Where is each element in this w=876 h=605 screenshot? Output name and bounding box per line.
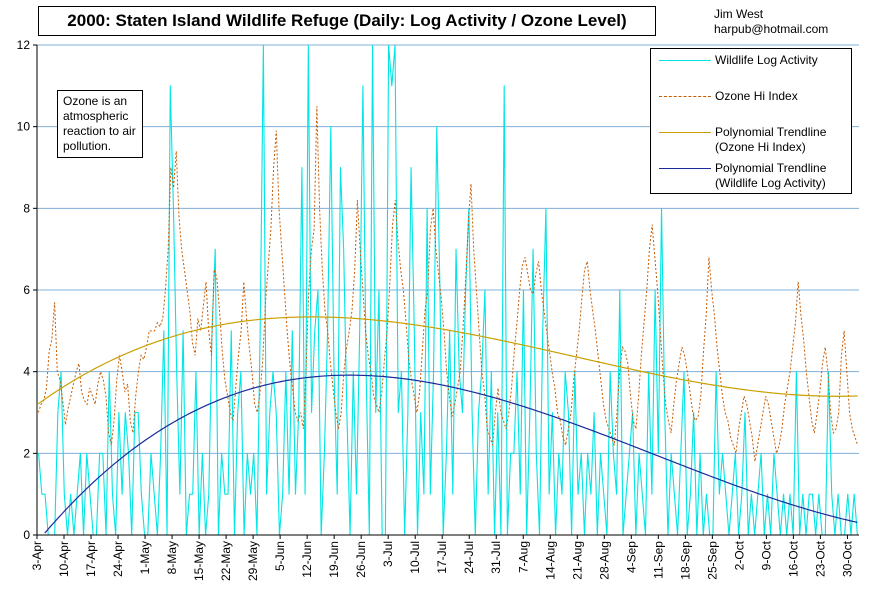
x-tick-label-25-Sep: 25-Sep [705, 541, 719, 580]
x-tick-label-26-Jun: 26-Jun [354, 541, 368, 578]
y-tick-label-10: 10 [17, 120, 31, 134]
legend-label-wildlife-trend: Polynomial Trendline (Wildlife Log Activ… [715, 161, 827, 190]
x-tick-label-14-Aug: 14-Aug [543, 541, 557, 580]
series-line-ozone-hi-index [37, 106, 859, 462]
legend: Wildlife Log Activity Ozone Hi Index Pol… [650, 48, 852, 194]
author-email: harpub@hotmail.com [714, 22, 829, 36]
x-tick-label-9-Oct: 9-Oct [759, 540, 773, 570]
y-tick-label-8: 8 [23, 201, 30, 215]
x-tick-label-29-May: 29-May [246, 541, 260, 581]
y-tick-label-4: 4 [23, 365, 30, 379]
chart-title: 2000: Staten Island Wildlife Refuge (Dai… [38, 6, 656, 36]
x-tick-label-16-Oct: 16-Oct [786, 540, 800, 577]
x-tick-label-2-Oct: 2-Oct [732, 540, 746, 570]
y-tick-label-2: 2 [23, 446, 30, 460]
author-block: Jim West harpub@hotmail.com [714, 7, 828, 37]
x-tick-label-22-May: 22-May [219, 541, 233, 581]
x-tick-label-1-May: 1-May [138, 541, 152, 574]
legend-swatch-wildlife [659, 60, 711, 61]
x-tick-label-15-May: 15-May [192, 541, 206, 581]
trendline-ozone-hi-index [38, 316, 858, 405]
x-tick-label-28-Aug: 28-Aug [597, 541, 611, 580]
legend-swatch-ozone [659, 96, 711, 97]
x-tick-label-4-Sep: 4-Sep [624, 541, 638, 573]
x-tick-label-3-Jul: 3-Jul [381, 541, 395, 567]
legend-label-ozone: Ozone Hi Index [715, 89, 798, 103]
x-tick-label-18-Sep: 18-Sep [678, 541, 692, 580]
y-tick-label-6: 6 [23, 283, 30, 297]
x-tick-label-30-Oct: 30-Oct [840, 540, 854, 577]
legend-item-ozone-trend: Polynomial Trendline (Ozone Hi Index) [651, 125, 851, 161]
x-tick-label-17-Apr: 17-Apr [84, 541, 98, 577]
legend-label-ozone-trend: Polynomial Trendline (Ozone Hi Index) [715, 125, 827, 154]
axes [33, 44, 859, 539]
x-tick-label-10-Apr: 10-Apr [57, 541, 71, 577]
x-tick-label-24-Apr: 24-Apr [111, 541, 125, 577]
legend-swatch-ozone-trend [659, 132, 711, 133]
x-tick-label-7-Aug: 7-Aug [516, 541, 530, 573]
x-tick-label-8-May: 8-May [165, 541, 179, 574]
x-tick-label-19-Jun: 19-Jun [327, 541, 341, 578]
x-tick-label-11-Sep: 11-Sep [651, 541, 665, 579]
x-tick-label-17-Jul: 17-Jul [435, 541, 449, 574]
legend-item-wildlife-trend: Polynomial Trendline (Wildlife Log Activ… [651, 161, 851, 197]
y-tick-label-12: 12 [17, 38, 31, 52]
y-tick-label-0: 0 [23, 528, 30, 542]
x-tick-label-10-Jul: 10-Jul [408, 541, 422, 574]
x-tick-label-12-Jun: 12-Jun [300, 541, 314, 578]
x-tick-labels: 3-Apr 10-Apr 17-Apr 24-Apr 1-May 8-May 15-May 2… [30, 540, 854, 581]
x-tick-label-3-Apr: 3-Apr [30, 541, 44, 570]
legend-item-wildlife: Wildlife Log Activity [651, 53, 851, 89]
legend-label-wildlife: Wildlife Log Activity [715, 53, 818, 67]
trendline-wildlife-log-activity [44, 374, 858, 534]
legend-swatch-wildlife-trend [659, 168, 711, 169]
x-tick-label-21-Aug: 21-Aug [570, 541, 584, 580]
legend-item-ozone: Ozone Hi Index [651, 89, 851, 125]
x-tick-label-23-Oct: 23-Oct [813, 540, 827, 577]
series-layer [37, 45, 859, 535]
x-tick-label-31-Jul: 31-Jul [489, 541, 503, 574]
annotation-note: Ozone is an atmospheric reaction to air … [57, 90, 143, 158]
author-name: Jim West [714, 7, 764, 21]
x-tick-label-24-Jul: 24-Jul [462, 541, 476, 574]
series-line-wildlife-log-activity [38, 45, 858, 535]
y-tick-labels: 0 2 4 6 8 10 12 [17, 38, 31, 542]
x-tick-label-5-Jun: 5-Jun [273, 541, 287, 571]
